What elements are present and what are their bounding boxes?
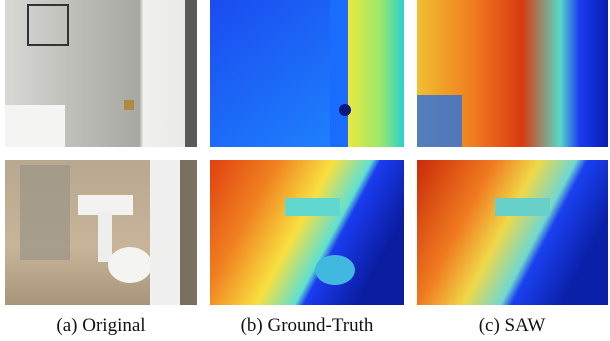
- ground-truth-bottom: [210, 160, 404, 305]
- depth-toilet: [315, 255, 355, 285]
- depth-door: [345, 0, 404, 147]
- caption: (c) SAW: [479, 315, 546, 336]
- saw-bottom: [417, 160, 608, 305]
- depth-sink: [417, 95, 462, 147]
- door-knob: [124, 100, 134, 110]
- original-bottom: [5, 160, 197, 305]
- depth-map: [417, 160, 608, 305]
- depth-edge: [330, 0, 348, 147]
- pedestal: [98, 212, 112, 262]
- saw-top: [417, 0, 608, 147]
- depth-knob: [339, 104, 351, 116]
- depth-sink: [285, 198, 340, 216]
- toilet: [108, 247, 152, 283]
- caption: (a) Original: [56, 315, 145, 336]
- figure: (a) Original (b) Ground-Truth (c) SAW: [0, 0, 610, 341]
- depth-map: [210, 160, 404, 305]
- depth-sink: [495, 198, 550, 216]
- ground-truth-top: [210, 0, 404, 147]
- wall: [180, 160, 197, 305]
- door-frame: [185, 0, 197, 147]
- sink: [5, 105, 65, 147]
- shower: [20, 165, 70, 260]
- door: [150, 160, 180, 305]
- caption: (b) Ground-Truth: [241, 315, 374, 336]
- original-top: [5, 0, 197, 147]
